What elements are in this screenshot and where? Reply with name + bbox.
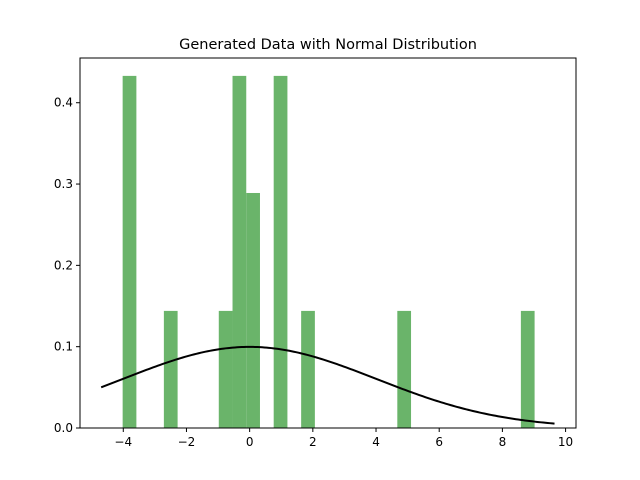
y-tick-label: 0.0 bbox=[54, 421, 73, 435]
plot-area-frame bbox=[79, 57, 577, 429]
x-tick-label: 6 bbox=[435, 435, 443, 449]
x-axis: −4 −2 0 2 4 6 8 10 bbox=[114, 428, 573, 449]
y-tick-label: 0.2 bbox=[54, 258, 73, 272]
histogram-bar-2 bbox=[218, 310, 233, 428]
x-tick-label: 2 bbox=[309, 435, 317, 449]
histogram-bar-6 bbox=[301, 310, 315, 428]
x-tick-label: 0 bbox=[246, 435, 254, 449]
x-tick-label: −4 bbox=[114, 435, 132, 449]
normal-curve-layer bbox=[100, 345, 555, 425]
histogram-bar-5 bbox=[273, 75, 288, 428]
y-tick-label: 0.3 bbox=[54, 177, 73, 191]
x-tick-label: 8 bbox=[499, 435, 507, 449]
histogram-bar-1 bbox=[163, 310, 178, 428]
histogram-bar-3 bbox=[232, 75, 247, 428]
histogram-bar-0 bbox=[122, 75, 137, 428]
x-tick-label: 4 bbox=[372, 435, 380, 449]
y-tick-label: 0.1 bbox=[54, 340, 73, 354]
histogram-bar-7 bbox=[397, 310, 412, 428]
histogram-bar-4 bbox=[246, 192, 260, 428]
chart-title: Generated Data with Normal Distribution bbox=[179, 37, 477, 53]
x-tick-label: 10 bbox=[558, 435, 573, 449]
histogram-bars bbox=[122, 75, 535, 428]
normal-pdf-line bbox=[100, 345, 555, 425]
histogram-bar-8 bbox=[520, 310, 535, 428]
y-tick-label: 0.4 bbox=[54, 96, 73, 110]
x-tick-label: −2 bbox=[178, 435, 196, 449]
y-axis: 0.0 0.1 0.2 0.3 0.4 bbox=[54, 96, 80, 435]
